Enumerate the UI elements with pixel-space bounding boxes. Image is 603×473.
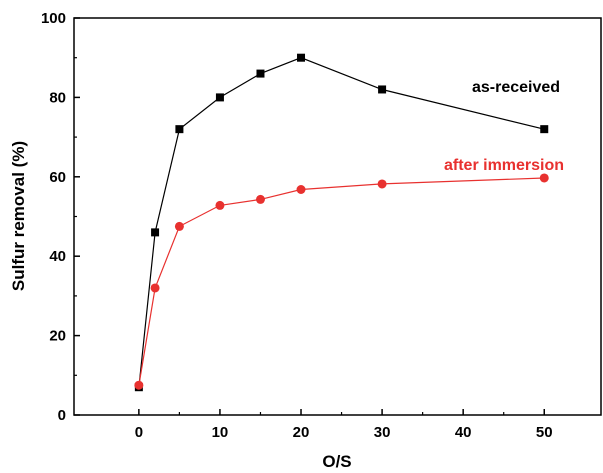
x-axis-title: O/S [322, 452, 351, 471]
x-axis-ticks: 0 10 20 30 40 50 [135, 409, 553, 441]
y-axis-title: Sulfur removal (%) [9, 141, 28, 291]
y-axis-ticks: 0 20 40 60 80 100 [41, 10, 80, 424]
y-tick-label: 100 [41, 10, 66, 27]
series-label-as-received: as-received [472, 79, 560, 96]
series-0-point [540, 125, 549, 134]
x-tick-label: 30 [374, 424, 391, 441]
plot-frame [73, 17, 602, 416]
series-line-0 [138, 57, 545, 388]
series-0-point [151, 228, 160, 237]
series-1-point [539, 173, 549, 183]
x-tick-label: 0 [135, 424, 143, 441]
series-line-1 [138, 177, 545, 386]
y-tick-label: 80 [49, 89, 66, 106]
series-1-point [215, 200, 225, 210]
series-0-point [378, 85, 387, 94]
series-layer [134, 53, 549, 392]
x-tick-label: 10 [212, 424, 229, 441]
series-1-point [296, 185, 306, 195]
x-tick-label: 50 [536, 424, 553, 441]
y-tick-label: 40 [49, 248, 66, 265]
y-tick-label: 60 [49, 169, 66, 186]
series-1-point [377, 179, 387, 189]
x-tick-label: 20 [293, 424, 310, 441]
series-1-point [150, 283, 160, 293]
series-0-point [215, 93, 224, 102]
series-0-point [256, 69, 265, 78]
series-1-point [174, 221, 184, 231]
series-0-point [297, 53, 306, 62]
series-1-point [134, 380, 144, 390]
series-1-point [255, 194, 265, 204]
y-tick-label: 0 [58, 407, 66, 424]
x-tick-label: 40 [455, 424, 472, 441]
series-0-point [175, 125, 184, 134]
series-label-after-immersion: after immersion [444, 157, 564, 174]
y-tick-label: 20 [49, 328, 66, 345]
